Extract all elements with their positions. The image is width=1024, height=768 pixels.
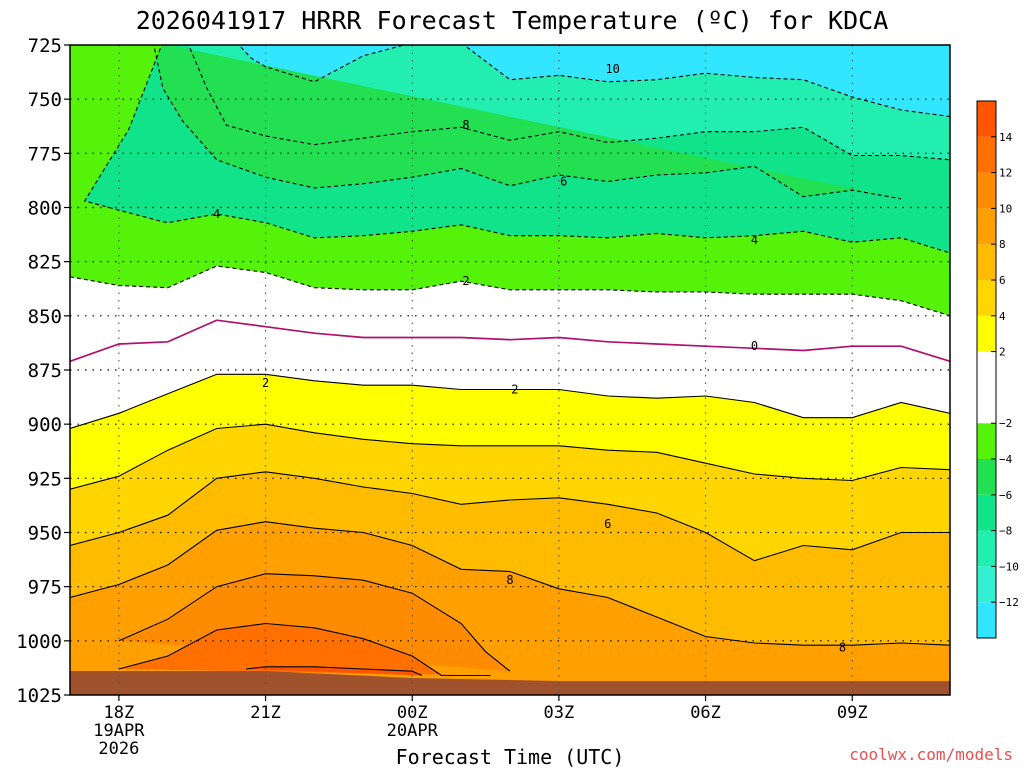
colorbar-band	[977, 494, 996, 531]
contour-label: 0	[751, 339, 758, 353]
contour-label: 8	[506, 573, 513, 587]
y-tick-label: 925	[28, 468, 62, 490]
band-fill	[153, 45, 902, 199]
y-tick-label: 750	[28, 89, 62, 111]
colorbar-label: 10	[999, 202, 1012, 215]
y-tick-label: 900	[28, 414, 62, 436]
isotherm-line	[245, 666, 423, 677]
contour-label: 2	[511, 383, 518, 397]
colorbar-band	[977, 172, 996, 209]
x-tick-label: 2026	[98, 739, 139, 759]
isotherm-line	[238, 45, 950, 118]
y-tick-label: 875	[28, 360, 62, 382]
isotherm-line	[70, 423, 950, 490]
y-tick-label: 1025	[16, 685, 62, 707]
colorbar-frame	[976, 100, 997, 639]
y-tick-label: 1000	[16, 631, 62, 653]
contour-label: 8	[839, 640, 846, 654]
isotherm-line	[118, 573, 511, 672]
colorbar-label: 8	[999, 238, 1006, 251]
isotherm-line	[70, 373, 950, 430]
contour-label: 8	[462, 118, 469, 132]
contour-label: 2	[462, 274, 469, 288]
y-tick-label: 775	[28, 143, 62, 165]
y-axis: 725 750 775 800 825 850 875 900 925 950 975 1000 102…	[16, 35, 70, 707]
contour-labels: 10 8 6 4 4 2 0 2 2 6 8 8	[213, 62, 846, 654]
y-tick-label: 800	[28, 198, 62, 220]
contour-label: 2	[262, 376, 269, 390]
isotherm-line	[70, 521, 950, 646]
colorbar-band	[977, 315, 996, 352]
contour-label: 10	[605, 62, 619, 76]
colorbar-label: −10	[999, 560, 1019, 573]
y-tick-label: 950	[28, 523, 62, 545]
colorbar-band	[977, 136, 996, 173]
chart-title: 2026041917 HRRR Forecast Temperature (ºC…	[136, 6, 889, 35]
isotherm-line	[118, 622, 491, 677]
colorbar-label: 2	[999, 346, 1006, 359]
isotherm-contours	[70, 45, 950, 677]
colorbar-band	[977, 459, 996, 495]
isotherm-line	[70, 471, 950, 562]
colorbar-label: −4	[999, 453, 1013, 466]
colorbar-band	[977, 566, 996, 603]
x-tick-label: 00Z	[397, 703, 428, 723]
y-tick-label: 825	[28, 252, 62, 274]
y-tick-label: 975	[28, 577, 62, 599]
colorbar-label: −6	[999, 489, 1012, 502]
colorbar-band	[977, 351, 996, 424]
x-axis-label: Forecast Time (UTC)	[396, 745, 625, 768]
colorbar-label: 12	[999, 167, 1012, 180]
colorbar-band	[977, 602, 996, 638]
x-tick-label: 21Z	[250, 703, 281, 723]
credit-text: coolwx.com/models	[849, 745, 1013, 764]
x-tick-label: 03Z	[544, 703, 575, 723]
contour-label: 6	[604, 517, 611, 531]
colorbar-label: −12	[999, 596, 1019, 609]
ground-layer	[70, 671, 950, 695]
band-fill	[118, 623, 491, 676]
x-tick-label: 09Z	[837, 703, 868, 723]
ground-fill	[70, 671, 950, 695]
x-tick-label: 06Z	[690, 703, 721, 723]
y-tick-label: 850	[28, 306, 62, 328]
colorbar-band	[977, 208, 996, 245]
isotherm-line	[153, 45, 902, 200]
colorbar-band	[977, 101, 996, 137]
band-fill	[246, 666, 422, 676]
colorbar-label: 4	[999, 310, 1006, 323]
colorbar-label: −2	[999, 417, 1012, 430]
plot-area	[70, 45, 950, 695]
colorbar-band	[977, 280, 996, 316]
colorbar-band	[977, 423, 996, 459]
x-tick-label: 18Z	[104, 703, 135, 723]
isotherm-line	[70, 319, 950, 363]
colorbar: 14 12 10 8 6 4 2 −2 −4 −6 −8 −10 −12	[976, 100, 1019, 639]
colorbar-band	[977, 244, 996, 280]
colorbar-label: 6	[999, 274, 1006, 287]
contour-label: 4	[751, 233, 758, 247]
contour-label: 6	[560, 175, 567, 189]
y-tick-label: 725	[28, 35, 62, 57]
colorbar-label: 14	[999, 131, 1013, 144]
x-tick-label: 19APR	[93, 721, 145, 741]
x-tick-label: 20APR	[387, 721, 439, 741]
colorbar-label: −8	[999, 525, 1012, 538]
contour-label: 4	[213, 207, 220, 221]
colorbar-band	[977, 530, 996, 567]
isotherm-line	[188, 45, 950, 161]
isotherm-line	[70, 265, 950, 317]
